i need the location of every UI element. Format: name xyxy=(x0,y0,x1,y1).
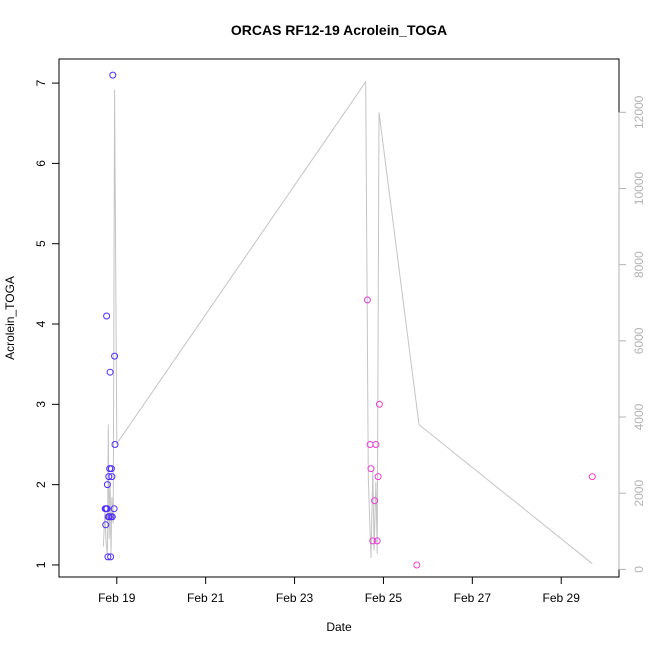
y-axis-label: Acrolein_TOGA xyxy=(3,276,17,360)
data-point-30 xyxy=(413,561,421,569)
axes-layer: Feb 19 Feb 21 Feb 23 Feb 25 Feb 27 Feb 29 1 2 3 4… xyxy=(34,79,646,605)
data-point-26 xyxy=(372,441,380,448)
line-series-layer xyxy=(102,80,593,565)
x-tick-label-5: Feb 29 xyxy=(543,591,581,605)
y-tick-label-6: 7 xyxy=(34,79,48,86)
data-point-21 xyxy=(363,296,371,304)
plot-frame xyxy=(58,58,620,578)
data-point-1 xyxy=(102,521,110,529)
data-point-24 xyxy=(369,537,377,545)
data-point-23 xyxy=(367,465,375,473)
data-point-18 xyxy=(110,505,118,513)
data-point-6 xyxy=(104,553,112,561)
x-tick-label-1: Feb 21 xyxy=(187,591,225,605)
y-tick-label-0: 1 xyxy=(34,561,48,568)
y2-tick-label-3: 6000 xyxy=(632,327,646,354)
data-point-5 xyxy=(103,481,111,489)
x-tick-label-0: Feb 19 xyxy=(98,591,136,605)
y2-tick-label-1: 2000 xyxy=(632,480,646,507)
x-tick-label-4: Feb 27 xyxy=(454,591,492,605)
data-point-15 xyxy=(108,473,116,481)
y-tick-label-5: 6 xyxy=(34,160,48,167)
data-point-14 xyxy=(107,465,115,473)
data-point-29 xyxy=(375,400,383,408)
data-point-8 xyxy=(105,473,113,481)
data-point-28 xyxy=(374,473,382,481)
y2-tick-label-4: 8000 xyxy=(632,251,646,278)
data-point-17 xyxy=(109,71,117,79)
chart-title: ORCAS RF12-19 Acrolein_TOGA xyxy=(231,22,447,38)
data-point-11 xyxy=(106,368,114,376)
data-point-19 xyxy=(111,352,119,360)
data-point-27 xyxy=(373,537,381,545)
y2-tick-label-0: 0 xyxy=(632,566,646,573)
y2-tick-label-6: 12000 xyxy=(632,95,646,129)
y-tick-label-3: 4 xyxy=(34,320,48,327)
data-point-3 xyxy=(103,312,111,320)
scatter-points-layer xyxy=(101,71,596,569)
data-point-20 xyxy=(111,441,119,448)
data-point-16 xyxy=(108,513,116,521)
y-tick-label-1: 2 xyxy=(34,481,48,488)
y-tick-label-4: 5 xyxy=(34,240,48,247)
x-axis-label: Date xyxy=(326,620,352,634)
y2-tick-label-5: 10000 xyxy=(632,171,646,205)
data-point-12 xyxy=(107,553,115,561)
series-line-right-axis xyxy=(102,80,593,565)
data-point-4 xyxy=(103,505,111,513)
data-point-31 xyxy=(588,473,596,481)
x-tick-label-3: Feb 25 xyxy=(365,591,403,605)
y2-tick-label-2: 4000 xyxy=(632,403,646,430)
data-point-25 xyxy=(371,497,379,505)
x-tick-label-2: Feb 23 xyxy=(276,591,314,605)
y-tick-label-2: 3 xyxy=(34,401,48,408)
